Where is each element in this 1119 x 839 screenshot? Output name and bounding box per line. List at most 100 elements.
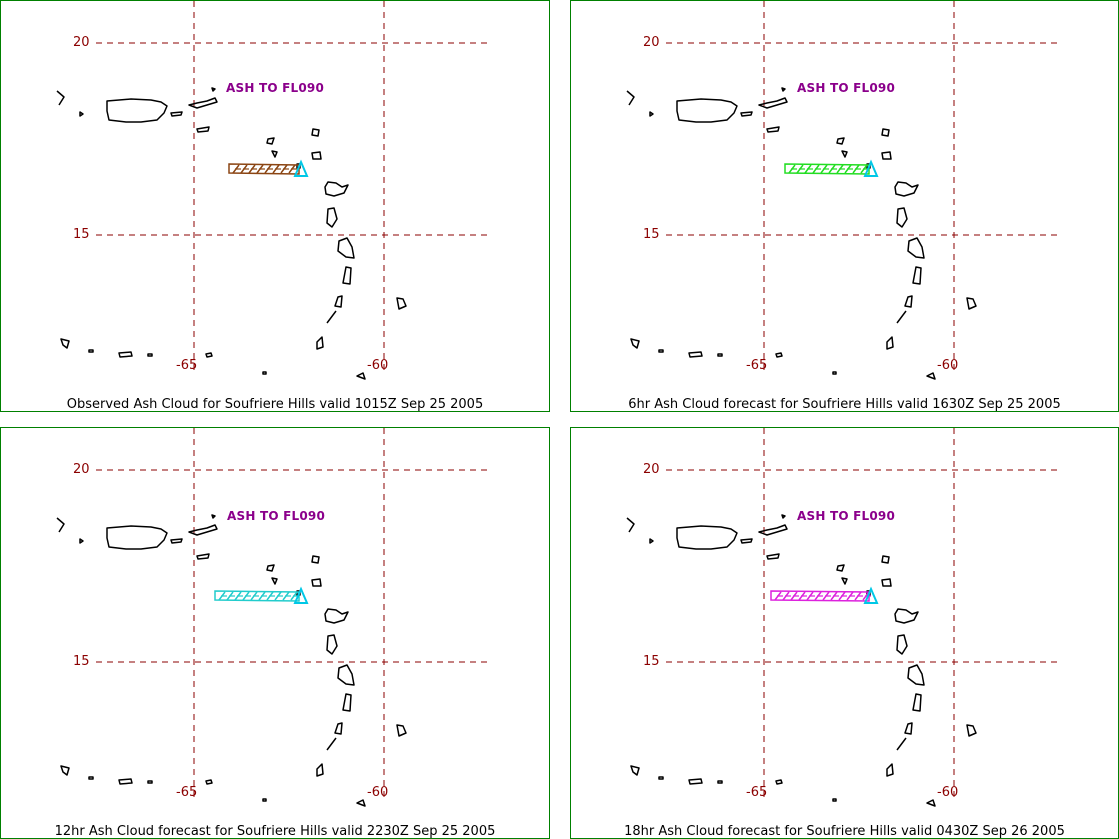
island-guadeloupe	[324, 608, 349, 624]
island-saba	[841, 577, 848, 585]
island-curacao	[60, 765, 70, 776]
island-puerto-rico	[106, 98, 168, 123]
island-st-vincent	[904, 295, 913, 308]
island-blanquilla	[205, 779, 213, 785]
island-virgin-a	[758, 97, 788, 109]
island-trinidad-tip	[926, 372, 936, 380]
island-virgin-b	[211, 514, 216, 519]
island-virgin-a	[188, 524, 218, 536]
island-virgin-b	[781, 514, 786, 519]
island-bonaire	[658, 349, 664, 353]
island-la-orchila	[147, 353, 153, 357]
island-barbuda	[311, 555, 320, 564]
lat-label-15: 15	[73, 227, 90, 242]
map-panel-18hr: 20 15 -65 -60 ASH TO FL090 18hr Ash Clou…	[570, 427, 1119, 839]
island-la-orchila	[717, 780, 723, 784]
island-grenada	[316, 336, 324, 350]
island-hispaniola-tip	[56, 90, 65, 106]
island-la-orchila	[147, 780, 153, 784]
island-grenadines	[326, 310, 337, 324]
island-antigua	[311, 151, 322, 160]
ash-altitude-label: ASH TO FL090	[797, 509, 896, 523]
island-margarita	[832, 371, 837, 375]
island-puerto-rico	[106, 525, 168, 550]
map-canvas	[56, 1, 491, 380]
island-dominica	[896, 207, 908, 228]
lon-label-60: -60	[937, 785, 959, 800]
island-st-croix	[766, 553, 780, 560]
island-vieques	[740, 111, 753, 117]
panel-caption: Observed Ash Cloud for Soufriere Hills v…	[66, 397, 484, 412]
island-martinique	[337, 237, 355, 259]
coastlines	[626, 514, 977, 807]
island-mona	[649, 111, 654, 117]
island-anguilla	[266, 564, 275, 572]
lat-label-20: 20	[643, 462, 660, 477]
island-margarita	[262, 798, 267, 802]
island-curacao	[60, 338, 70, 349]
island-st-croix	[196, 126, 210, 133]
map-canvas	[626, 428, 1061, 807]
island-los-roques	[688, 351, 703, 358]
lon-label-65: -65	[746, 785, 768, 800]
coastlines	[56, 514, 407, 807]
island-st-vincent	[334, 295, 343, 308]
island-grenadines	[896, 310, 907, 324]
lon-label-60: -60	[367, 785, 389, 800]
island-trinidad-tip	[926, 799, 936, 807]
island-barbados	[396, 297, 407, 310]
island-saba	[271, 577, 278, 585]
graticule	[96, 1, 491, 373]
island-antigua	[311, 578, 322, 587]
lat-label-20: 20	[73, 462, 90, 477]
island-puerto-rico	[676, 525, 738, 550]
island-bonaire	[88, 349, 94, 353]
vent-triangle-icon	[293, 586, 309, 604]
island-guadeloupe	[894, 608, 919, 624]
panel-caption: 6hr Ash Cloud forecast for Soufriere Hil…	[628, 397, 1061, 412]
island-dominica	[326, 634, 338, 655]
ash-cloud-outline	[784, 163, 870, 175]
map-panel-observed: 20 15 -65 -60 ASH TO FL090 Observed Ash …	[0, 0, 550, 412]
island-saba	[841, 150, 848, 158]
island-st-lucia	[912, 266, 922, 285]
island-montserrat	[296, 163, 301, 169]
island-bonaire	[88, 776, 94, 780]
island-dominica	[896, 634, 908, 655]
ash-cloud-outline	[228, 163, 300, 175]
island-st-croix	[766, 126, 780, 133]
island-blanquilla	[205, 352, 213, 358]
graticule	[666, 428, 1061, 800]
island-barbuda	[311, 128, 320, 137]
ash-cloud	[228, 163, 300, 175]
island-puerto-rico	[676, 98, 738, 123]
graticule	[96, 428, 491, 800]
map-canvas	[56, 428, 491, 807]
island-st-vincent	[904, 722, 913, 735]
island-hispaniola-tip	[626, 90, 635, 106]
island-grenadines	[326, 737, 337, 751]
lat-label-15: 15	[643, 227, 660, 242]
map-panel-12hr: 20 15 -65 -60 ASH TO FL090 12hr Ash Clou…	[0, 427, 550, 839]
panel-caption: 12hr Ash Cloud forecast for Soufriere Hi…	[54, 824, 496, 839]
island-hispaniola-tip	[626, 517, 635, 533]
island-grenadines	[896, 737, 907, 751]
lon-label-65: -65	[176, 358, 198, 373]
ash-cloud-outline	[214, 590, 300, 602]
island-anguilla	[836, 137, 845, 145]
island-virgin-a	[758, 524, 788, 536]
island-martinique	[907, 664, 925, 686]
island-barbados	[966, 724, 977, 737]
island-vieques	[170, 111, 183, 117]
island-virgin-b	[781, 87, 786, 92]
lon-label-60: -60	[367, 358, 389, 373]
island-barbados	[966, 297, 977, 310]
island-antigua	[881, 151, 892, 160]
ash-cloud	[214, 590, 300, 602]
island-martinique	[337, 664, 355, 686]
island-anguilla	[266, 137, 275, 145]
lat-label-20: 20	[73, 35, 90, 50]
graticule	[666, 1, 1061, 373]
island-trinidad-tip	[356, 799, 366, 807]
vent-triangle-icon	[863, 159, 879, 177]
